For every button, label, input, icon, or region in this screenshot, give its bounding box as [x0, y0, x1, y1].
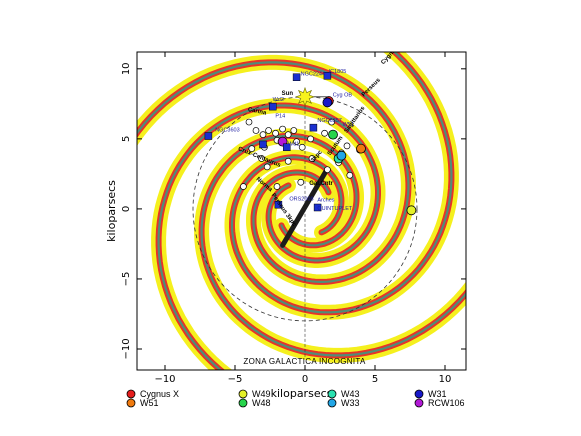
- cluster-square: [323, 72, 332, 80]
- cluster-marker: [328, 118, 335, 126]
- legend-marker: [126, 398, 136, 408]
- object-label: Wd2: [273, 97, 284, 103]
- object-label: P14: [275, 114, 285, 120]
- x-axis-label: kiloparsecs: [271, 387, 333, 400]
- zone-incognita-label: ZONA GALACTICA INCOGNITA: [243, 357, 366, 366]
- cluster-marker: [290, 127, 298, 134]
- spiral-arms: [137, 52, 466, 370]
- legend-marker: [414, 389, 424, 399]
- y-axis-label: kiloparsecs: [105, 180, 118, 242]
- cluster-square: [274, 200, 283, 209]
- x-tick-label: 0: [302, 374, 308, 385]
- legend-label: W49: [252, 389, 271, 399]
- legend-marker: [126, 389, 136, 399]
- legend-marker: [238, 398, 248, 408]
- arm-label: Carina: [247, 107, 267, 117]
- y-tick-label: 0: [121, 206, 132, 212]
- cluster-marker: [346, 171, 354, 179]
- region-marker: [328, 129, 338, 140]
- object-label: NGC3603: [215, 128, 239, 134]
- cluster-marker: [308, 155, 316, 162]
- x-tick-label: 10: [439, 374, 452, 385]
- object-label: NGC2244: [301, 72, 325, 78]
- cluster-marker: [343, 142, 351, 150]
- x-tick-label: −5: [228, 374, 243, 385]
- cluster-square: [269, 102, 277, 111]
- cluster-marker: [245, 118, 253, 126]
- legend-label: W51: [140, 398, 159, 408]
- object-label: Cyg OB: [333, 93, 353, 99]
- cluster-square: [292, 73, 301, 81]
- cluster-marker: [259, 131, 267, 139]
- cluster-marker: [321, 129, 328, 137]
- cluster-square: [259, 140, 267, 149]
- y-tick-label: 10: [121, 62, 132, 75]
- cluster-square: [283, 143, 291, 152]
- cluster-marker: [248, 145, 256, 153]
- cluster-marker: [284, 157, 292, 165]
- object-label: NGC6357: [317, 118, 341, 124]
- arm-c-core: [200, 134, 466, 357]
- y-tick-label: 5: [121, 136, 132, 142]
- plot-frame: [136, 51, 467, 371]
- arm-b-core: [157, 104, 380, 370]
- region-marker: [406, 205, 417, 216]
- cluster-marker: [263, 163, 271, 171]
- x-tick-label: −10: [154, 374, 175, 385]
- legend-marker: [238, 389, 248, 399]
- legend-label: Cygnus X: [140, 389, 179, 399]
- cluster-square: [313, 203, 322, 212]
- arm-a-core: [137, 61, 410, 283]
- cluster-marker: [279, 125, 286, 133]
- cluster-marker: [284, 131, 292, 139]
- object-label: QUINTUPLET: [317, 206, 352, 212]
- legend-marker: [414, 398, 424, 408]
- region-marker: [322, 97, 333, 108]
- cluster-marker: [272, 129, 279, 137]
- legend-label: W48: [252, 398, 271, 408]
- legend-label: RCW106: [428, 398, 465, 408]
- cluster-marker: [307, 135, 314, 143]
- axis-ticks: −10 −5 0 5 10 −10 −5 0 5 10: [121, 52, 466, 385]
- sun-label: Sun: [282, 91, 294, 97]
- cluster-marker: [240, 183, 247, 190]
- cluster-marker: [265, 127, 272, 134]
- galactic-center-label: Gal.Cntr: [309, 181, 333, 187]
- sun-marker: [295, 86, 315, 107]
- object-label: IC1805: [329, 69, 347, 75]
- cluster-square: [204, 132, 213, 140]
- legend-label: W31: [428, 389, 447, 399]
- cluster-marker: [324, 166, 331, 174]
- galactic-bar: [280, 168, 329, 248]
- legend-label: W33: [341, 398, 360, 408]
- cluster-square: [309, 123, 318, 132]
- cluster-marker: [293, 138, 300, 146]
- object-label: Arches: [317, 198, 334, 204]
- x-tick-label: 5: [372, 374, 378, 385]
- cluster-marker: [273, 183, 281, 190]
- region-marker: [356, 143, 366, 154]
- y-tick-label: −10: [121, 338, 132, 359]
- legend-marker: [327, 398, 337, 408]
- cluster-marker: [258, 155, 265, 162]
- object-label: W51: [343, 122, 354, 128]
- y-tick-label: −5: [121, 272, 132, 287]
- region-marker: [336, 150, 347, 161]
- object-label: Wd1: [288, 142, 299, 148]
- chart-overlay: SunGal.CntrCygnusPerseusCarinaCrux-Centa…: [192, 52, 418, 358]
- legend-label: W43: [341, 389, 360, 399]
- cluster-marker: [298, 143, 306, 151]
- object-label: ORS2008: [289, 196, 313, 202]
- cluster-marker: [297, 178, 305, 186]
- cluster-marker: [252, 127, 260, 134]
- legend-marker: [327, 389, 337, 399]
- arm-d-core: [230, 52, 453, 314]
